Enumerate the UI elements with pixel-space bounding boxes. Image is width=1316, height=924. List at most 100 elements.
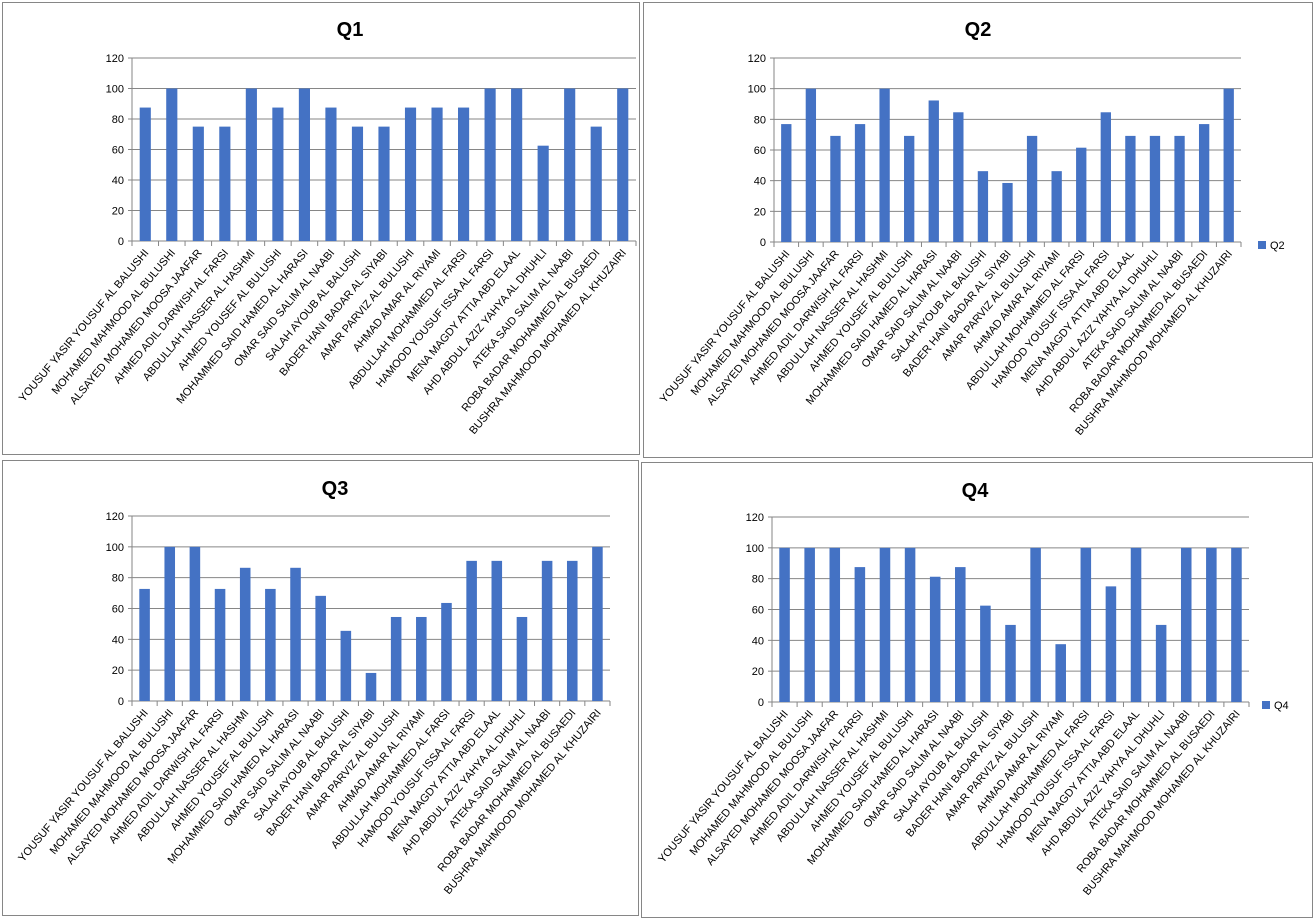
q2-bar [928,100,939,243]
q4-bar [879,547,891,702]
q3-y-tick-label: 80 [112,573,124,585]
q3-bar [189,546,201,701]
q2-y-tick-label: 60 [754,145,766,157]
q4-bar [1030,547,1041,702]
q1-bar [458,107,470,241]
q3-chart-title: Q3 [322,478,349,500]
q1-bar [139,107,151,241]
q1-y-tick-label: 0 [118,236,124,248]
q2-bar [1149,135,1161,242]
q1-bar [325,107,337,241]
q4-y-tick-label: 40 [752,635,764,647]
q2-bar [1026,135,1038,242]
q1-y-tick-label: 40 [112,175,124,187]
q2-bar [977,171,989,242]
q1-bar [511,88,523,241]
q1-bar [192,126,204,241]
q4-bar [904,547,916,702]
q2-y-tick-label: 40 [754,176,766,188]
q2-bar [1051,171,1062,242]
q1-bar [166,88,178,241]
q2-bar [1125,135,1136,242]
q1-y-tick-label: 20 [112,206,124,218]
q3-bar [541,560,553,701]
q1-bar [431,107,443,241]
q3-bar [214,588,226,701]
q4-y-tick-label: 100 [746,543,764,555]
chart-panel-q4 [641,462,1313,918]
q2-chart-title: Q2 [965,19,992,41]
q2-bar [830,135,841,242]
q2-bar [854,124,866,242]
q4-bar [980,605,991,702]
q2-legend-swatch [1258,241,1266,249]
q1-bar [564,88,576,241]
q1-y-tick-label: 80 [112,114,124,126]
q2-bar [781,124,792,242]
q1-bar [245,88,257,241]
q1-bar [404,107,417,241]
q3-bar [164,546,176,701]
q4-y-tick-label: 60 [752,605,764,617]
chart-panel-q1 [2,2,640,455]
q2-bar [904,135,915,242]
q2-legend-label: Q2 [1270,240,1285,252]
q3-bar [441,602,452,701]
q1-bar [617,88,629,241]
q3-bar [265,588,276,701]
q1-bar [351,126,364,241]
q1-bar [298,88,310,241]
q2-bar [1002,182,1013,242]
q2-bar [1076,147,1087,242]
q3-y-tick-label: 0 [118,696,124,708]
q1-bar [378,126,390,241]
q3-y-tick-label: 100 [106,542,124,554]
q4-bar [854,567,866,702]
q4-bar [829,547,841,702]
q2-bar [1100,112,1111,242]
q4-legend-label: Q4 [1274,700,1289,712]
q4-bar [1005,624,1016,702]
q3-y-tick-label: 40 [112,634,124,646]
q3-bar [466,560,477,701]
q2-y-tick-label: 100 [748,84,766,96]
q1-y-tick-label: 120 [106,53,124,65]
q2-bar [1223,88,1234,243]
q2-bar [805,88,817,243]
q2-bar [1198,124,1210,242]
q4-y-tick-label: 120 [746,512,764,524]
q3-bar [340,630,352,701]
q4-bar [1080,547,1092,702]
q3-bar [365,672,377,701]
q3-bar [592,546,603,701]
q1-bar [219,126,231,241]
q2-bar [1174,135,1185,242]
q3-bar [290,567,301,701]
q4-bar [1055,644,1066,702]
q4-bar [1155,624,1167,702]
q4-bar [1206,547,1217,702]
q3-bar [491,560,503,701]
q4-y-tick-label: 80 [752,574,764,586]
q1-chart-title: Q1 [337,19,364,41]
q4-y-tick-label: 20 [752,666,764,678]
q4-bar [1231,547,1242,702]
q2-bar [953,112,964,242]
q1-bar [537,145,549,241]
q4-bar [804,547,815,702]
q4-y-tick-label: 0 [758,697,764,709]
q4-bar [1180,547,1192,702]
q4-bar [779,547,790,702]
q4-legend-swatch [1262,701,1270,709]
q1-bar [272,107,284,241]
q3-bar [315,595,326,701]
q1-bar [590,126,602,241]
q3-bar [566,560,578,701]
q4-bar [929,576,941,702]
q2-y-tick-label: 80 [754,114,766,126]
q3-y-tick-label: 60 [112,604,124,616]
q3-bar [416,616,427,701]
q2-y-tick-label: 0 [760,237,766,249]
q3-bar [139,588,150,701]
